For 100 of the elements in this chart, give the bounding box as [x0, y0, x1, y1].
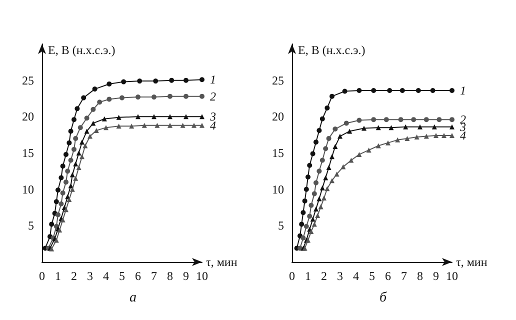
y-tick-label: 25 — [272, 73, 284, 88]
point — [184, 114, 188, 120]
point — [200, 114, 204, 120]
point — [300, 236, 306, 241]
y-tick-label: 15 — [22, 146, 34, 160]
point — [307, 162, 312, 168]
point — [316, 196, 322, 202]
point — [307, 214, 312, 219]
point — [326, 165, 332, 170]
point — [403, 124, 408, 130]
x-tick-label: 7 — [401, 269, 407, 283]
point — [120, 95, 124, 100]
x-tick-label: 2 — [321, 269, 327, 283]
x-tick-label: 0 — [39, 269, 45, 283]
x-tick-label: 10 — [196, 269, 208, 283]
point — [310, 151, 316, 156]
point — [312, 222, 317, 227]
point — [116, 114, 122, 120]
point — [308, 202, 314, 208]
x-tick-label: 4 — [103, 269, 109, 283]
x-tick-label: 4 — [353, 269, 359, 283]
x-tick-label: 6 — [385, 269, 391, 283]
y-tick-label: 25 — [22, 73, 34, 88]
point — [314, 180, 318, 186]
y-axis-title: E, В (н.х.с.э.) — [298, 43, 366, 57]
x-tick-label: 9 — [183, 269, 189, 283]
point — [66, 197, 72, 202]
point — [129, 124, 134, 129]
point — [154, 122, 160, 128]
point — [326, 136, 332, 141]
point — [330, 94, 334, 99]
y-tick-label: 10 — [22, 182, 34, 196]
point — [102, 116, 107, 122]
point — [315, 212, 320, 218]
y-axis-title: E, В (н.х.с.э.) — [48, 43, 116, 57]
point — [338, 134, 342, 139]
point — [436, 117, 442, 122]
point — [70, 186, 75, 192]
point — [106, 96, 112, 102]
x-tick-label: 5 — [119, 269, 125, 283]
point — [73, 161, 78, 166]
series-label: 1 — [460, 84, 466, 98]
point — [73, 176, 78, 181]
point — [324, 186, 330, 192]
point — [56, 188, 60, 193]
point — [323, 175, 328, 180]
point — [106, 81, 112, 86]
point — [70, 172, 75, 178]
point — [72, 146, 76, 152]
x-tick-label: 10 — [446, 269, 458, 283]
point — [84, 128, 90, 134]
text: б — [379, 290, 388, 306]
x-tick-label: 5 — [369, 269, 375, 283]
point — [330, 178, 334, 184]
point — [65, 168, 70, 174]
y-tick-label: 5 — [28, 218, 34, 233]
point — [152, 94, 156, 100]
point — [74, 106, 80, 112]
point — [116, 124, 122, 129]
point — [82, 143, 88, 148]
point — [302, 198, 308, 204]
point — [332, 144, 338, 149]
point — [121, 79, 126, 84]
point — [200, 77, 204, 82]
point — [356, 88, 362, 94]
point — [64, 152, 68, 157]
point — [49, 222, 54, 227]
point — [344, 120, 349, 126]
point — [316, 128, 322, 133]
point — [136, 114, 140, 120]
point — [450, 124, 454, 130]
point — [136, 94, 140, 100]
point — [416, 88, 421, 94]
point — [306, 174, 310, 180]
point — [58, 175, 64, 180]
point — [356, 152, 362, 157]
point — [434, 133, 438, 138]
point — [92, 86, 98, 92]
point — [332, 126, 338, 132]
point — [414, 134, 420, 140]
point — [348, 158, 354, 163]
point — [411, 117, 416, 122]
point — [347, 128, 352, 134]
point — [314, 206, 318, 212]
y-tick-label: 5 — [278, 218, 284, 233]
point — [300, 210, 306, 216]
point — [432, 124, 437, 130]
point — [90, 106, 96, 112]
point — [298, 246, 302, 251]
point — [418, 124, 422, 130]
point — [60, 164, 66, 169]
point — [323, 146, 328, 152]
point — [90, 120, 96, 126]
point — [169, 78, 174, 83]
series-label: 2 — [210, 89, 216, 104]
point — [371, 117, 376, 122]
point — [334, 172, 340, 177]
point — [80, 140, 84, 145]
point — [395, 137, 400, 142]
point — [78, 125, 83, 130]
